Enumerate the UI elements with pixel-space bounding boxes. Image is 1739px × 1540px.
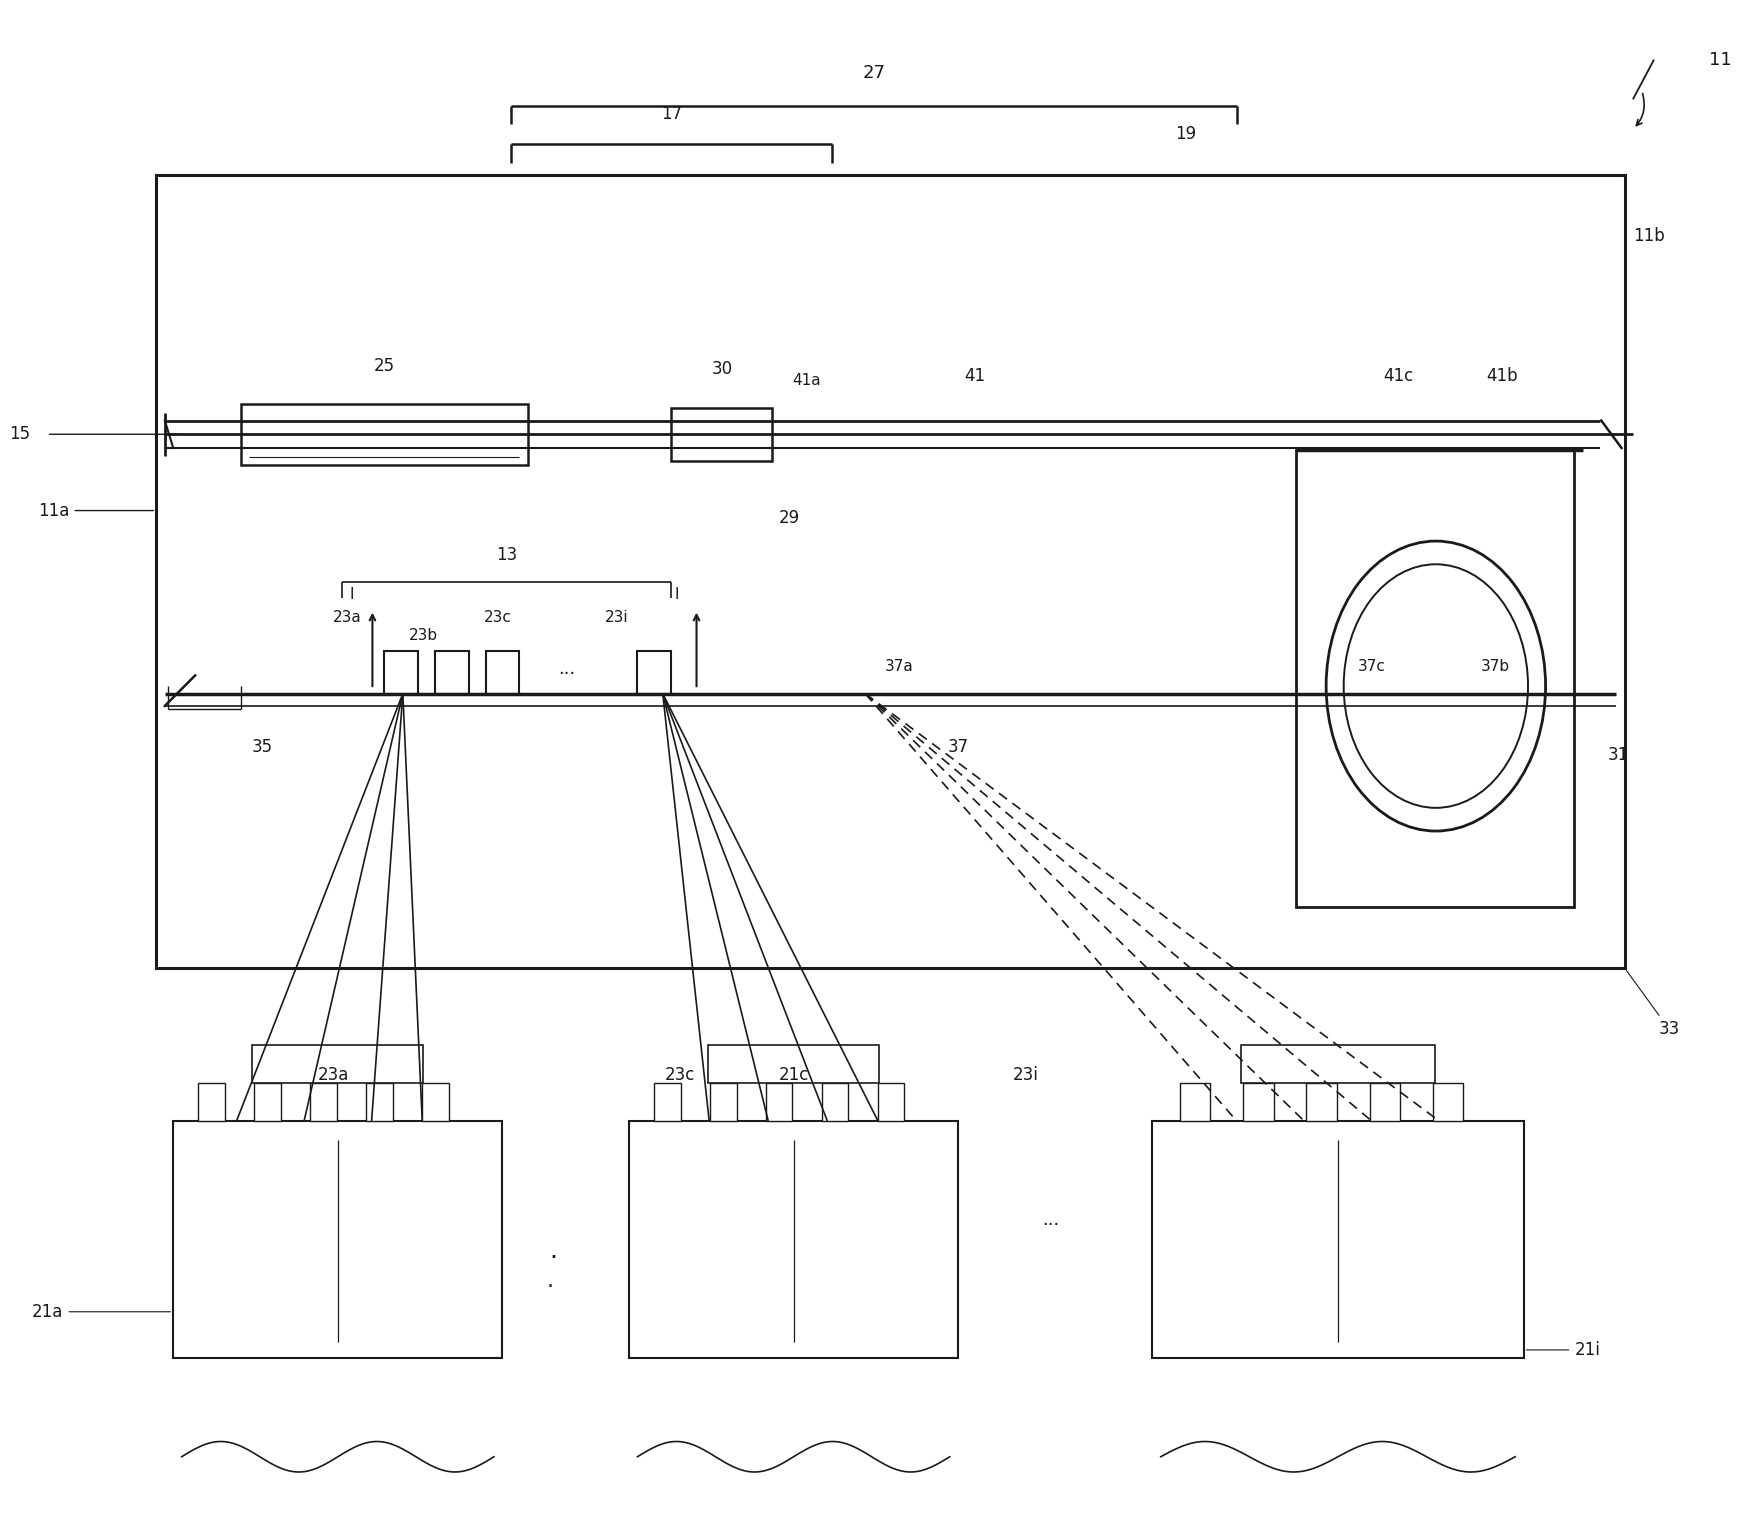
- Ellipse shape: [1344, 564, 1529, 808]
- Bar: [198, 1083, 224, 1121]
- Text: 37: 37: [948, 738, 969, 756]
- Text: 41b: 41b: [1485, 367, 1518, 385]
- Bar: [1370, 1083, 1400, 1121]
- Text: .: .: [546, 1270, 553, 1291]
- Bar: [310, 1083, 337, 1121]
- Bar: [423, 1083, 449, 1121]
- Text: 17: 17: [661, 105, 682, 123]
- Text: 23c: 23c: [483, 610, 511, 625]
- Text: 11: 11: [1709, 51, 1732, 69]
- Bar: [1433, 1083, 1462, 1121]
- Text: I: I: [675, 587, 678, 602]
- Text: 11a: 11a: [38, 502, 153, 519]
- Text: 33: 33: [1626, 970, 1680, 1038]
- Text: 37c: 37c: [1358, 659, 1386, 673]
- Bar: [630, 1121, 958, 1358]
- Text: 21c: 21c: [779, 1066, 809, 1084]
- Text: 21a: 21a: [31, 1303, 170, 1321]
- Bar: [638, 651, 671, 693]
- Bar: [384, 651, 417, 693]
- Bar: [1306, 1083, 1337, 1121]
- Bar: [435, 651, 468, 693]
- Text: 19: 19: [1176, 125, 1196, 143]
- Bar: [654, 1083, 680, 1121]
- Text: 25: 25: [374, 357, 395, 374]
- Bar: [671, 408, 772, 460]
- Text: .: .: [550, 1238, 556, 1263]
- Text: 11b: 11b: [1633, 226, 1666, 245]
- Bar: [365, 1083, 393, 1121]
- Text: ...: ...: [1042, 1210, 1059, 1229]
- Text: 41a: 41a: [791, 373, 821, 388]
- Text: 15: 15: [9, 425, 30, 444]
- Text: 23a: 23a: [332, 610, 362, 625]
- Bar: [878, 1083, 904, 1121]
- Text: 27: 27: [863, 63, 885, 82]
- Bar: [1242, 1044, 1435, 1083]
- Bar: [1181, 1083, 1210, 1121]
- Text: 23i: 23i: [1012, 1066, 1038, 1084]
- Bar: [1296, 450, 1574, 907]
- Ellipse shape: [1327, 541, 1546, 832]
- Text: 23i: 23i: [605, 610, 630, 625]
- Text: 37b: 37b: [1480, 659, 1509, 673]
- Bar: [710, 1083, 737, 1121]
- Text: 23a: 23a: [318, 1066, 350, 1084]
- Text: ...: ...: [558, 661, 576, 678]
- Text: 13: 13: [496, 545, 516, 564]
- Bar: [174, 1121, 503, 1358]
- Bar: [1243, 1083, 1273, 1121]
- Bar: [1153, 1121, 1523, 1358]
- Text: 35: 35: [252, 738, 273, 756]
- Bar: [765, 1083, 793, 1121]
- Text: 23b: 23b: [409, 628, 438, 644]
- Text: 29: 29: [779, 510, 800, 527]
- Bar: [240, 403, 527, 465]
- Bar: [157, 176, 1624, 969]
- Bar: [821, 1083, 849, 1121]
- Bar: [252, 1044, 423, 1083]
- Text: 21i: 21i: [1527, 1341, 1600, 1358]
- Text: 37a: 37a: [885, 659, 913, 673]
- Text: 41c: 41c: [1384, 367, 1414, 385]
- Text: 41: 41: [965, 367, 986, 385]
- Bar: [485, 651, 520, 693]
- Bar: [254, 1083, 280, 1121]
- Text: 31: 31: [1609, 745, 1629, 764]
- Text: 30: 30: [711, 360, 732, 379]
- Text: 23c: 23c: [664, 1066, 696, 1084]
- Text: I: I: [350, 587, 355, 602]
- Bar: [708, 1044, 880, 1083]
